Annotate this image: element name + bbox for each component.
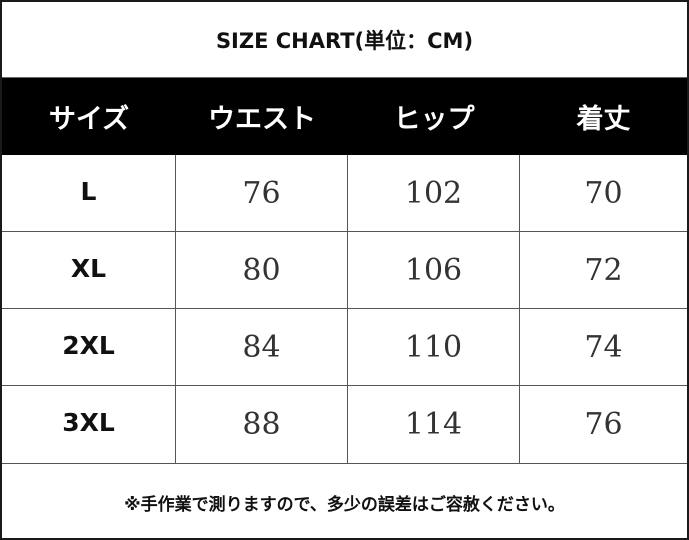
chart-title: SIZE CHART(単位：CM) [2,2,687,78]
length-value: 76 [584,407,623,442]
waist-value: 88 [176,386,348,463]
length-value: 74 [584,329,623,365]
header-waist: ウエスト [208,104,316,135]
header-size: サイズ [48,104,130,135]
hip-value: 106 [348,232,520,308]
hip-value: 102 [348,155,520,231]
hip-value: 110 [348,309,520,385]
size-label: 3XL [2,386,176,463]
table-row: XL 80 106 72 [2,232,687,309]
header-hip: ヒップ [393,104,475,135]
table-body: L 76 102 70 XL 80 106 72 2XL 84 110 74 3… [2,155,687,464]
header-length: 着丈 [576,104,631,135]
table-header-row: サイズ ウエスト ヒップ 着丈 [2,78,687,155]
waist-value: 80 [176,232,348,308]
length-value: 72 [584,252,623,288]
waist-value: 76 [176,155,348,231]
table-row: L 76 102 70 [2,155,687,232]
table-row: 3XL 88 114 76 [2,386,687,464]
measurement-note: ※手作業で測りますので、多少の誤差はご容赦ください。 [124,494,565,515]
length-value: 70 [584,175,623,211]
hip-value: 114 [348,386,520,463]
size-label: L [2,155,176,231]
size-label: 2XL [2,309,176,385]
waist-value: 84 [176,309,348,385]
table-row: 2XL 84 110 74 [2,309,687,386]
size-label: XL [2,232,176,308]
